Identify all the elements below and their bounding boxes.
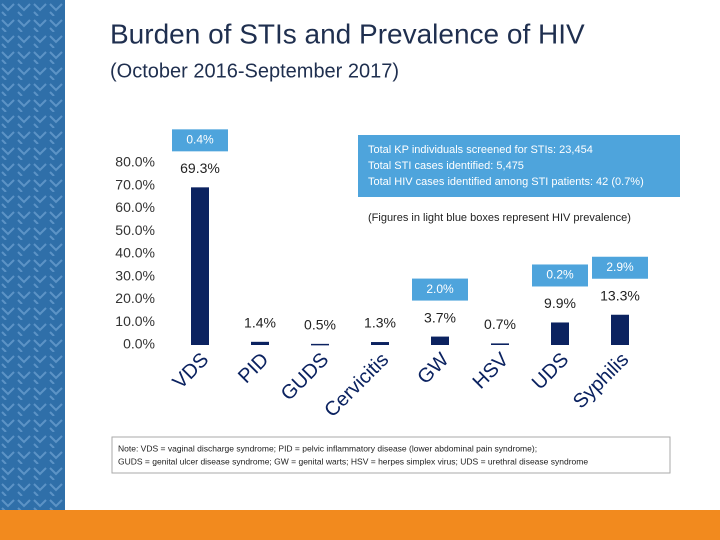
note-line: GUDS = genital ulcer disease syndrome; G… <box>118 456 588 466</box>
hiv-box <box>412 278 468 301</box>
info-line: Total HIV cases identified among STI pat… <box>368 176 644 188</box>
subtitle: (October 2016-September 2017) <box>110 60 399 82</box>
bar <box>431 336 449 345</box>
bottom-strip <box>0 510 720 540</box>
hiv-box <box>592 256 648 279</box>
y-tick-label: 0.0% <box>123 336 155 352</box>
y-tick-label: 80.0% <box>115 154 155 170</box>
data-label: 3.7% <box>424 309 456 325</box>
note-line: Note: VDS = vaginal discharge syndrome; … <box>118 443 537 453</box>
bar <box>251 341 269 345</box>
y-tick-label: 50.0% <box>115 222 155 238</box>
bar <box>311 343 329 346</box>
hiv-label: 2.0% <box>426 282 454 296</box>
bar <box>371 342 389 345</box>
info-line: Total STI cases identified: 5,475 <box>368 160 524 172</box>
hiv-box <box>532 264 588 287</box>
hiv-label: 0.2% <box>546 268 574 282</box>
bar <box>491 343 509 345</box>
hiv-box <box>172 129 228 152</box>
info-line: Total KP individuals screened for STIs: … <box>368 144 593 156</box>
side-strip <box>0 0 65 510</box>
bar <box>551 322 569 345</box>
data-label: 9.9% <box>544 295 576 311</box>
data-label: 0.7% <box>484 316 516 332</box>
y-tick-label: 10.0% <box>115 313 155 329</box>
bar <box>191 187 209 345</box>
data-label: 1.3% <box>364 315 396 331</box>
hiv-label: 2.9% <box>606 260 634 274</box>
y-tick-label: 30.0% <box>115 267 155 283</box>
data-label: 0.5% <box>304 317 336 333</box>
note-box <box>111 436 671 474</box>
title: Burden of STIs and Prevalence of HIV <box>110 18 585 49</box>
y-tick-label: 20.0% <box>115 290 155 306</box>
data-label: 1.4% <box>244 315 276 331</box>
y-tick-label: 70.0% <box>115 176 155 192</box>
data-label: 13.3% <box>600 287 640 303</box>
bar <box>611 314 629 345</box>
data-label: 69.3% <box>180 160 220 176</box>
info-box <box>358 135 680 197</box>
y-tick-label: 60.0% <box>115 199 155 215</box>
hiv-label: 0.4% <box>186 133 214 147</box>
y-tick-label: 40.0% <box>115 245 155 261</box>
figures-note: (Figures in light blue boxes represent H… <box>368 212 631 224</box>
